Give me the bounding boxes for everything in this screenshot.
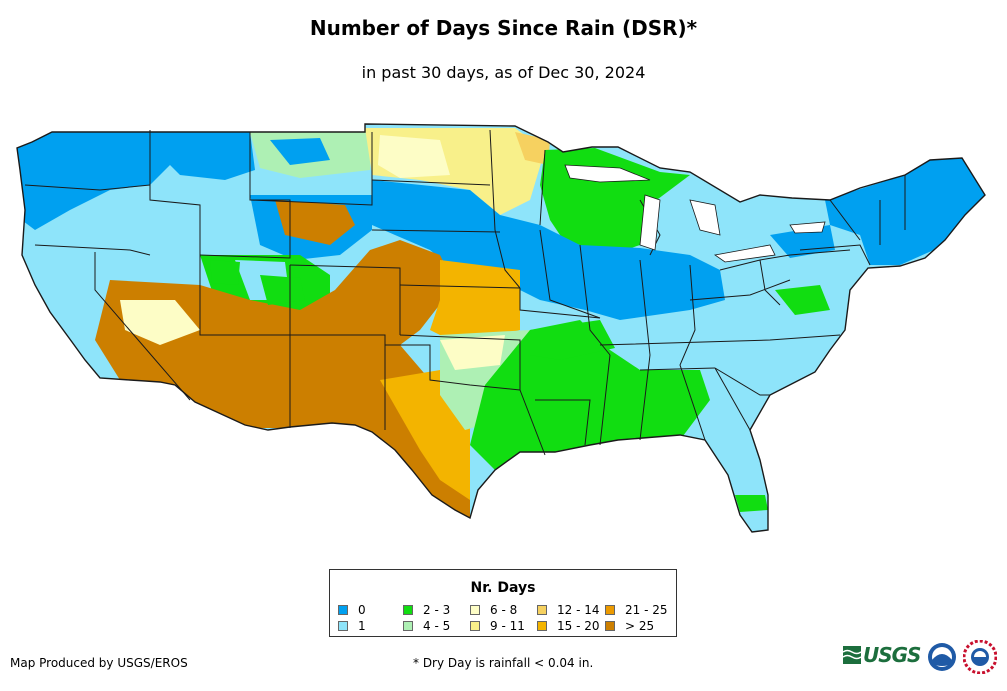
zone-6-8-dakotas bbox=[378, 135, 450, 178]
legend-item-12-14: 12 - 14 bbox=[537, 604, 600, 617]
legend-item-0: 0 bbox=[338, 604, 366, 617]
noaa-logo-icon bbox=[928, 643, 956, 671]
usgs-logo: USGS bbox=[843, 638, 921, 674]
lake-erie bbox=[713, 244, 776, 263]
legend: Nr. Days 0 1 2 - 3 4 - 5 6 - 8 9 - 11 12… bbox=[329, 569, 677, 637]
zone-gt25-southwest bbox=[95, 240, 470, 520]
map-title: Number of Days Since Rain (DSR)* bbox=[309, 16, 698, 40]
legend-swatch bbox=[470, 605, 480, 615]
zone-6-8-oklahoma bbox=[440, 335, 505, 370]
legend-swatch bbox=[470, 621, 480, 631]
zone-6-8-nevada bbox=[120, 300, 200, 345]
legend-item-gt25: > 25 bbox=[605, 620, 654, 633]
zone-2-3-utah bbox=[210, 260, 240, 285]
zone-2-3-florida bbox=[735, 495, 768, 512]
lake-ontario bbox=[789, 221, 826, 234]
zone-2-3-arkansas bbox=[530, 320, 615, 360]
legend-item-21-25: 21 - 25 bbox=[605, 604, 668, 617]
state-boundaries bbox=[16, 123, 986, 533]
nws-logo-icon bbox=[963, 640, 997, 674]
zone-0-montana bbox=[270, 138, 330, 165]
legend-swatch bbox=[338, 605, 348, 615]
legend-swatch bbox=[338, 621, 348, 631]
zone-0-idaho-montana bbox=[150, 130, 255, 180]
lake-superior bbox=[564, 164, 651, 183]
map-subtitle: in past 30 days, as of Dec 30, 2024 bbox=[361, 63, 646, 82]
legend-swatch bbox=[605, 621, 615, 631]
agency-logos: USGS bbox=[843, 638, 1003, 678]
dsr-map bbox=[16, 123, 986, 533]
lake-huron bbox=[689, 199, 721, 236]
legend-swatch bbox=[403, 621, 413, 631]
legend-item-4-5: 4 - 5 bbox=[403, 620, 450, 633]
legend-item-15-20: 15 - 20 bbox=[537, 620, 600, 633]
legend-item-2-3: 2 - 3 bbox=[403, 604, 450, 617]
zone-0-central bbox=[372, 180, 725, 320]
legend-swatch bbox=[537, 621, 547, 631]
zone-0-pacific-nw bbox=[17, 125, 170, 230]
legend-swatch bbox=[605, 605, 615, 615]
legend-swatch bbox=[403, 605, 413, 615]
zone-2-3-southeast bbox=[470, 320, 710, 470]
great-lakes bbox=[564, 164, 826, 263]
legend-item-6-8: 6 - 8 bbox=[470, 604, 517, 617]
usgs-wave-icon bbox=[843, 646, 861, 664]
zone-0-new-york bbox=[770, 225, 835, 258]
dry-day-footnote: * Dry Day is rainfall < 0.04 in. bbox=[413, 656, 594, 670]
zone-gt25-wyoming bbox=[275, 200, 355, 245]
lake-michigan bbox=[639, 194, 661, 251]
zone-2-3-mid-atlantic bbox=[775, 285, 830, 315]
zone-12-14-minnesota bbox=[515, 132, 550, 165]
legend-item-9-11: 9 - 11 bbox=[470, 620, 525, 633]
rainfall-zones bbox=[17, 124, 985, 532]
legend-swatch bbox=[537, 605, 547, 615]
zone-15-20-kansas bbox=[430, 260, 520, 345]
legend-item-1: 1 bbox=[338, 620, 366, 633]
map-credit: Map Produced by USGS/EROS bbox=[10, 656, 188, 670]
legend-title: Nr. Days bbox=[470, 580, 536, 596]
zone-2-3-colorado bbox=[260, 275, 305, 305]
